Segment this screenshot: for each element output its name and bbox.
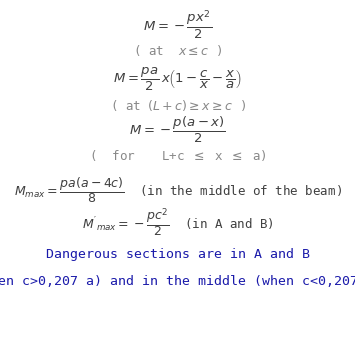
Text: ( at $( L + c )\geq x \geq c$ ): ( at $( L + c )\geq x \geq c$ ) [109, 98, 246, 113]
Text: $M_{max} = \dfrac{pa(a-4c)}{8}$  (in the middle of the beam): $M_{max} = \dfrac{pa(a-4c)}{8}$ (in the … [13, 175, 342, 205]
Text: $M'_{max} = -\dfrac{pc^2}{2}$  (in A and B): $M'_{max} = -\dfrac{pc^2}{2}$ (in A and … [82, 206, 273, 239]
Text: (  for $\quad$ L+c $\leq$ x $\leq$ a): ( for $\quad$ L+c $\leq$ x $\leq$ a) [89, 148, 266, 163]
Text: $M = -\dfrac{p(a-x)}{2}$: $M = -\dfrac{p(a-x)}{2}$ [129, 115, 226, 145]
Text: $M = -\dfrac{px^2}{2}$: $M = -\dfrac{px^2}{2}$ [143, 8, 212, 41]
Text: $M = \dfrac{pa}{2}\, x\left(1 - \dfrac{c}{x} - \dfrac{x}{a}\right)$: $M = \dfrac{pa}{2}\, x\left(1 - \dfrac{c… [113, 66, 242, 93]
Text: Dangerous sections are in A and B: Dangerous sections are in A and B [45, 248, 310, 261]
Text: ( at  $x \leq c$ ): ( at $x \leq c$ ) [133, 43, 222, 58]
Text: (when c>0,207 a) and in the middle (when c<0,207 a): (when c>0,207 a) and in the middle (when… [0, 275, 355, 288]
